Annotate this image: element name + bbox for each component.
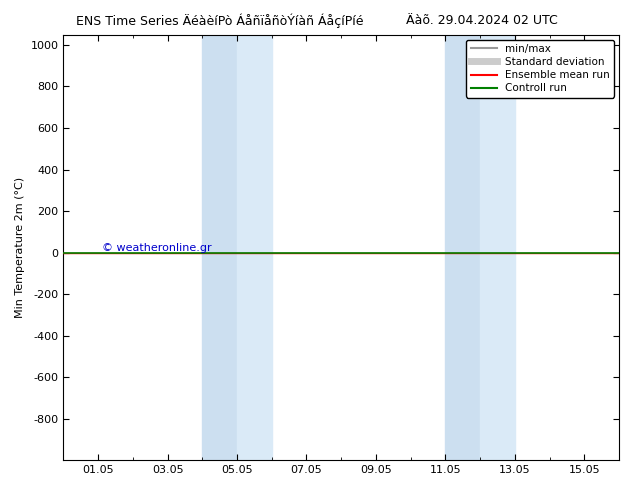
Bar: [202, 35, 237, 460]
Text: ENS Time Series ÄéàèíPò ÁåñïåñòÝíàñ ÁåçíPíé: ENS Time Series ÄéàèíPò ÁåñïåñòÝíàñ Áåçí…: [76, 14, 363, 28]
Bar: [445, 35, 480, 460]
Bar: [480, 35, 515, 460]
Text: © weatheronline.gr: © weatheronline.gr: [101, 243, 211, 252]
Bar: [237, 35, 272, 460]
Legend: min/max, Standard deviation, Ensemble mean run, Controll run: min/max, Standard deviation, Ensemble me…: [467, 40, 614, 98]
Y-axis label: Min Temperature 2m (°C): Min Temperature 2m (°C): [15, 177, 25, 318]
Text: Äàõ. 29.04.2024 02 UTC: Äàõ. 29.04.2024 02 UTC: [406, 14, 558, 27]
